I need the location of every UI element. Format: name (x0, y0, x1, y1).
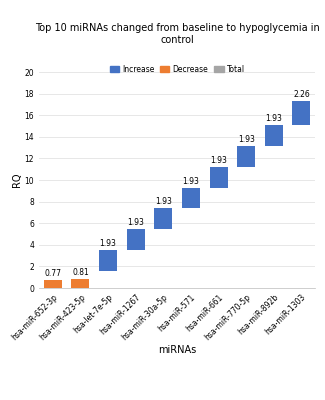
Text: 1.93: 1.93 (210, 156, 227, 165)
Bar (154, 208, 172, 229)
Text: 2.26: 2.26 (293, 90, 310, 99)
Bar (99, 250, 117, 271)
X-axis label: miRNAs: miRNAs (158, 345, 196, 355)
Text: 1.93: 1.93 (266, 114, 282, 123)
Bar (72, 279, 89, 288)
Text: 1.93: 1.93 (238, 135, 254, 144)
Bar (44, 280, 62, 288)
Legend: Increase, Decrease, Total: Increase, Decrease, Total (107, 62, 248, 77)
Text: 0.77: 0.77 (44, 269, 61, 278)
Text: 1.93: 1.93 (127, 218, 144, 227)
Text: 0.81: 0.81 (72, 268, 89, 277)
Bar (265, 125, 283, 146)
Y-axis label: RQ: RQ (12, 173, 22, 187)
Text: 1.93: 1.93 (183, 177, 199, 186)
Title: Top 10 miRNAs changed from baseline to hypoglycemia in control: Top 10 miRNAs changed from baseline to h… (35, 24, 319, 45)
Text: 1.93: 1.93 (155, 198, 172, 206)
Bar (237, 146, 255, 167)
Bar (292, 101, 310, 125)
Bar (127, 229, 145, 250)
Bar (210, 167, 227, 188)
Text: 1.93: 1.93 (100, 239, 116, 248)
Bar (182, 188, 200, 208)
